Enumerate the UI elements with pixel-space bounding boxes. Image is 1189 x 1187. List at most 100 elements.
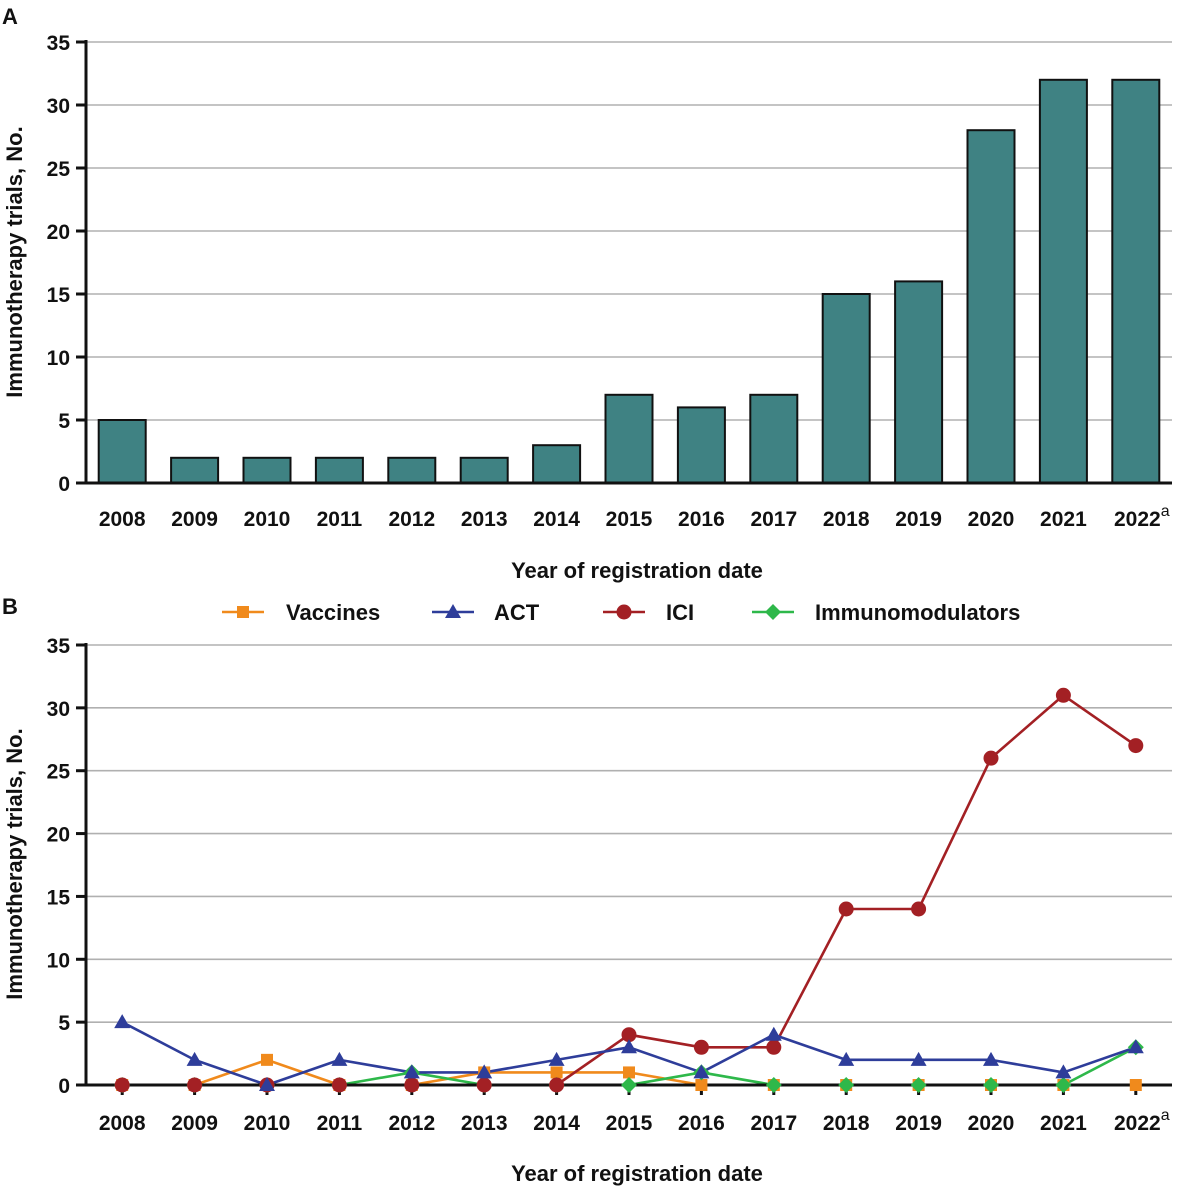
legend-marker-ici — [616, 604, 632, 620]
panel-b-y-tick-label: 25 — [47, 761, 71, 784]
panel-a-x-tick-label: 2009 — [171, 508, 218, 531]
panel-b-y-tick-label: 20 — [47, 824, 70, 847]
panel-a-gridlines — [86, 41, 1172, 421]
bar-2008 — [97, 419, 147, 484]
marker-ici-2018 — [838, 901, 854, 917]
marker-immunomodulators-2021 — [1055, 1077, 1072, 1093]
marker-ici-2015 — [621, 1027, 637, 1043]
marker-immunomodulators-2018 — [838, 1077, 855, 1093]
panel-b-x-tick-label: 2021 — [1040, 1112, 1087, 1135]
bar-2018 — [821, 293, 871, 484]
marker-act-2019 — [910, 1051, 927, 1066]
marker-ici-2017 — [766, 1039, 782, 1055]
panel-a-x-tick-label: 2015 — [606, 508, 653, 531]
panel-a-axes — [84, 40, 1172, 485]
marker-ici-2019 — [911, 901, 927, 917]
marker-vaccines-2016 — [695, 1079, 708, 1091]
marker-ici-2008 — [114, 1077, 130, 1093]
legend-label-ici: ICI — [666, 600, 694, 625]
marker-act-2015 — [621, 1039, 637, 1054]
marker-ici-2020 — [983, 750, 999, 766]
panel-b-x-tick-label: 2009 — [171, 1112, 218, 1135]
bar-2016 — [676, 406, 726, 484]
panel-a-y-ticks: 0 5 10 15 20 25 30 35 — [47, 32, 86, 496]
panel-b-y-tick-label: 30 — [47, 698, 70, 721]
panel-b-x-tick-label: 2014 — [533, 1112, 580, 1135]
legend-label-vaccines: Vaccines — [286, 600, 380, 625]
panel-b-footnote-marker: a — [1161, 1107, 1170, 1124]
bar-2020 — [966, 129, 1016, 484]
marker-ici-2013 — [476, 1077, 492, 1093]
marker-ici-2011 — [331, 1077, 347, 1093]
panel-b-line-chart: B Vaccines ACT ICI Immunomodulators 0 5 10 15 2… — [2, 594, 1172, 1186]
marker-act-2011 — [331, 1051, 348, 1066]
panel-a-x-tick-label: 2012 — [388, 508, 435, 531]
panel-a-x-tick-label: 2016 — [678, 508, 725, 531]
panel-b-y-tick-label: 35 — [47, 635, 71, 658]
marker-act-2008 — [114, 1014, 131, 1029]
panel-b-x-tick-label: 2017 — [750, 1112, 797, 1135]
legend-label-immunomodulators: Immunomodulators — [815, 600, 1020, 625]
panel-a-y-tick-label: 30 — [47, 95, 70, 118]
marker-vaccines-2010 — [261, 1053, 273, 1066]
marker-act-2013 — [476, 1064, 493, 1079]
marker-immunomodulators-2019 — [910, 1077, 927, 1093]
marker-immunomodulators-2017 — [765, 1077, 782, 1093]
panel-b-x-axis-title: Year of registration date — [511, 1161, 763, 1186]
marker-act-2017 — [765, 1026, 782, 1041]
bar-2012 — [387, 456, 437, 484]
bar-2011 — [314, 456, 364, 484]
marker-act-2010 — [259, 1077, 275, 1091]
panel-b-x-tick-label: 2015 — [606, 1112, 653, 1135]
marker-ici-2012 — [404, 1077, 420, 1093]
marker-vaccines-2015 — [623, 1066, 635, 1079]
panel-b-y-tick-label: 10 — [47, 949, 70, 972]
panel-a-bar-chart: A 0 5 10 15 20 25 30 35 2008 2009 2010 2011 2012 201… — [2, 4, 1172, 583]
panel-b-y-axis-title: Immunotherapy trials, No. — [2, 728, 27, 999]
panel-b-x-tick-label: 2012 — [388, 1112, 435, 1135]
panel-a-bars — [97, 78, 1161, 485]
panel-a-x-tick-label: 2013 — [461, 508, 508, 531]
bar-2009 — [170, 456, 220, 484]
marker-immunomodulators-2015 — [621, 1077, 637, 1093]
panel-b-y-tick-label: 5 — [58, 1012, 70, 1035]
panel-b-gridlines — [86, 644, 1172, 1023]
panel-b-markers — [114, 687, 1144, 1093]
marker-ici-2022 — [1128, 738, 1144, 754]
bar-2022 — [1111, 78, 1161, 485]
marker-act-2020 — [983, 1051, 999, 1066]
marker-act-2021 — [1055, 1064, 1072, 1079]
panel-a-y-tick-label: 0 — [58, 473, 70, 496]
panel-b-legend: Vaccines ACT ICI Immunomodulators — [222, 600, 1020, 625]
panel-a-x-tick-label: 2014 — [533, 508, 580, 531]
panel-a-x-tick-label: 2019 — [895, 508, 942, 531]
bar-2017 — [749, 393, 799, 484]
marker-act-2022 — [1127, 1039, 1144, 1054]
bar-2021 — [1038, 78, 1088, 485]
marker-ici-2021 — [1055, 687, 1071, 703]
panel-b-y-tick-label: 15 — [47, 886, 71, 909]
panel-b-x-tick-label: 2011 — [317, 1112, 363, 1135]
panel-a-letter: A — [2, 4, 18, 29]
panel-b-x-tick-label: 2018 — [823, 1112, 870, 1135]
marker-act-2016 — [693, 1064, 710, 1079]
panel-a-x-tick-label: 2008 — [99, 508, 146, 531]
series-line-ici — [122, 693, 1137, 1087]
panel-a-y-tick-label: 5 — [58, 410, 70, 433]
panel-a-y-tick-label: 20 — [47, 221, 70, 244]
panel-a-y-tick-label: 15 — [47, 284, 71, 307]
marker-act-2014 — [548, 1051, 565, 1066]
marker-immunomodulators-2020 — [983, 1077, 999, 1093]
panel-a-x-tick-label: 2017 — [750, 508, 797, 531]
legend-marker-act — [445, 604, 461, 618]
panel-a-footnote-marker: a — [1161, 503, 1170, 520]
bar-2014 — [532, 444, 582, 485]
marker-act-2018 — [838, 1051, 855, 1066]
panel-b-series-lines — [121, 693, 1137, 1087]
marker-ici-2009 — [187, 1077, 203, 1093]
panel-b-x-tick-label: 2020 — [968, 1112, 1015, 1135]
panel-a-y-axis-title: Immunotherapy trials, No. — [2, 126, 27, 397]
panel-b-x-tick-label: 2019 — [895, 1112, 942, 1135]
legend-label-act: ACT — [494, 600, 540, 625]
